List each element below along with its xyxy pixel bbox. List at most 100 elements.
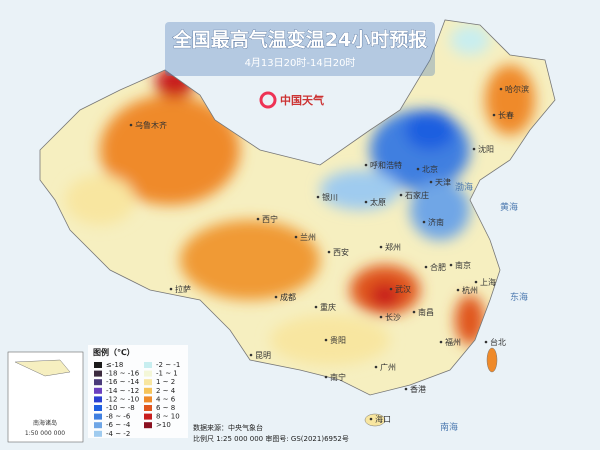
legend-swatch — [94, 396, 102, 403]
sea-label: 东海 — [510, 291, 528, 303]
city-dot — [249, 353, 253, 357]
city-label: 兰州 — [300, 232, 316, 242]
city-dot — [499, 87, 503, 91]
city-label: 天津 — [435, 177, 451, 187]
city-dot — [474, 280, 478, 284]
legend-swatch — [144, 387, 152, 394]
subtitle: 4月13日20时-14日20时 — [245, 57, 356, 69]
city-dot — [256, 217, 260, 221]
city-dot — [129, 123, 133, 127]
source: 数据来源：中央气象台 — [193, 423, 263, 432]
legend-swatch — [94, 413, 102, 420]
city-label: 南京 — [455, 260, 471, 270]
sea-label: 南海 — [440, 421, 458, 433]
city-label: 长沙 — [385, 312, 401, 322]
city-label: 杭州 — [462, 285, 478, 295]
taiwan — [486, 347, 498, 373]
city-label: 昆明 — [255, 351, 271, 360]
legend-swatch — [144, 370, 152, 377]
legend-label: -8 ~ -6 — [106, 413, 131, 421]
legend-label: -12 ~ -10 — [106, 395, 139, 403]
city-label: 郑州 — [385, 242, 401, 252]
city-label: 武汉 — [395, 284, 411, 294]
legend-frame — [88, 345, 188, 438]
city-dot — [374, 365, 378, 369]
city-dot — [492, 113, 496, 117]
inset-land — [14, 359, 71, 377]
city-dot — [274, 295, 278, 299]
city-label: 合肥 — [430, 262, 446, 272]
legend-label: -6 ~ -4 — [106, 421, 131, 429]
city-label: 成都 — [280, 292, 296, 302]
legend-label: 4 ~ 6 — [156, 395, 176, 403]
title-panel — [165, 22, 435, 76]
logo: 中国天气 — [280, 93, 324, 107]
city-dot — [484, 340, 488, 344]
legend-label: -14 ~ -12 — [106, 387, 139, 395]
inset-scale: 1:50 000 000 — [25, 430, 65, 437]
legend-label: 2 ~ 4 — [156, 387, 176, 395]
city-dot — [316, 195, 320, 199]
city-dot — [324, 375, 328, 379]
legend-swatch — [94, 430, 102, 437]
city-label: 济南 — [428, 217, 444, 227]
city-dot — [327, 250, 331, 254]
legend-label: -16 ~ -14 — [106, 378, 140, 386]
city-dot — [472, 147, 476, 151]
city-dot — [424, 265, 428, 269]
city-dot — [369, 417, 373, 421]
sea-label: 渤海 — [455, 181, 473, 193]
legend-swatch — [144, 413, 152, 420]
legend-label: >10 — [156, 421, 171, 429]
city-dot — [404, 387, 408, 391]
city-dot — [314, 305, 318, 309]
city-label: 呼和浩特 — [370, 160, 402, 170]
legend-swatch — [94, 405, 102, 411]
legend-swatch — [144, 422, 152, 429]
city-label: 西宁 — [262, 214, 278, 224]
legend-swatch — [94, 362, 102, 368]
city-dot — [456, 288, 460, 292]
city-label: 贵阳 — [330, 335, 346, 345]
city-dot — [389, 287, 393, 291]
city-label: 台北 — [490, 337, 506, 347]
city-dot — [169, 287, 173, 291]
legend-swatch — [94, 422, 102, 429]
scale: 比例尺 1:25 000 000 审图号: GS(2021)6952号 — [193, 434, 349, 443]
city-label: 广州 — [380, 362, 396, 372]
city-label: 重庆 — [320, 302, 336, 312]
legend-swatch — [144, 405, 152, 411]
sea-label: 黄海 — [500, 201, 518, 213]
legend-label: -2 ~ -1 — [156, 361, 180, 369]
city-dot — [294, 235, 298, 239]
city-label: 石家庄 — [405, 190, 429, 200]
city-label: 北京 — [422, 164, 438, 174]
city-label: 哈尔滨 — [505, 84, 529, 94]
legend-swatch — [94, 370, 102, 377]
city-label: 南宁 — [330, 372, 346, 382]
legend-swatch — [144, 379, 152, 386]
city-label: 拉萨 — [175, 284, 191, 294]
legend-label: 6 ~ 8 — [156, 404, 175, 412]
legend-swatch — [94, 387, 102, 394]
border — [39, 19, 556, 396]
city-dot — [412, 310, 416, 314]
title: 全国最高气温变温24小时预报 — [172, 28, 427, 51]
logo-icon — [259, 91, 277, 109]
city-dot — [399, 193, 403, 197]
legend-label: -18 ~ -16 — [106, 370, 140, 378]
city-dot — [379, 245, 383, 249]
inset-label: 南海诸岛 — [33, 419, 57, 427]
hainan — [364, 413, 386, 427]
city-dot — [324, 338, 328, 342]
city-dot — [422, 220, 426, 224]
legend-label: -4 ~ -2 — [106, 430, 130, 438]
legend-label: -10 ~ -8 — [106, 404, 135, 412]
city-dot — [429, 180, 433, 184]
city-label: 沈阳 — [478, 144, 494, 154]
legend-swatch — [144, 362, 152, 368]
city-dot — [364, 200, 368, 204]
city-dot — [379, 315, 383, 319]
city-label: 上海 — [480, 277, 496, 287]
